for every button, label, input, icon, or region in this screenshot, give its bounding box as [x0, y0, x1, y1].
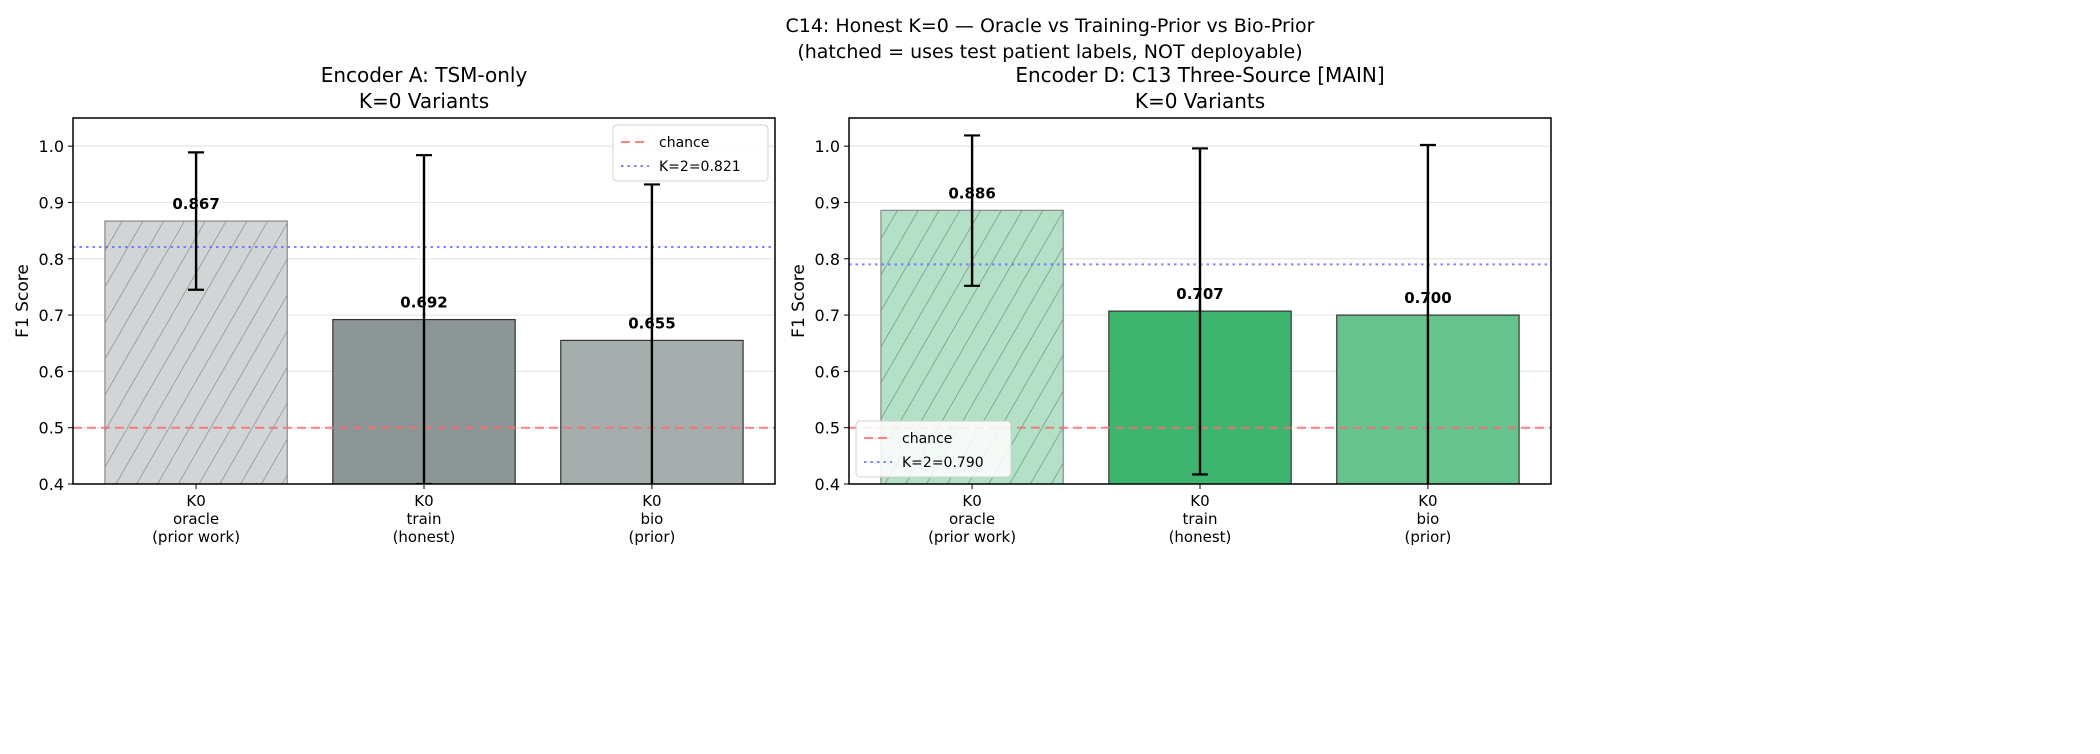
y-tick-label: 0.5 — [39, 419, 64, 438]
x-tick-label: K0 — [642, 492, 661, 510]
plot-area — [849, 134, 1551, 484]
value-label: 0.655 — [628, 314, 675, 332]
y-tick-label: 0.5 — [815, 419, 840, 438]
panel-title-line1: Encoder A: TSM-only — [321, 63, 528, 87]
x-tick-label: K0 — [1418, 492, 1437, 510]
plot-area — [73, 145, 775, 484]
x-tick-label: bio — [640, 510, 663, 528]
y-axis-label: F1 Score — [789, 264, 809, 338]
x-tick-label: (honest) — [1169, 528, 1232, 546]
value-label: 0.867 — [172, 195, 219, 213]
chart-panel-2: Encoder D: C13 Three-Source [MAIN]K=0 Va… — [789, 63, 1552, 546]
suptitle-line2: (hatched = uses test patient labels, NOT… — [797, 41, 1302, 63]
value-label: 0.700 — [1404, 289, 1451, 307]
y-tick-label: 1.0 — [39, 137, 64, 156]
panel-title-line1: Encoder D: C13 Three-Source [MAIN] — [1015, 63, 1384, 87]
value-label: 0.886 — [948, 184, 995, 202]
y-tick-label: 1.0 — [815, 137, 840, 156]
x-tick-label: (prior work) — [928, 528, 1016, 546]
y-axis-label: F1 Score — [13, 264, 33, 338]
x-tick-label: oracle — [173, 510, 219, 528]
legend-label: chance — [902, 431, 952, 447]
legend-label: chance — [659, 135, 709, 151]
y-tick-label: 0.4 — [815, 475, 840, 494]
x-tick-label: train — [407, 510, 442, 528]
suptitle-line1: C14: Honest K=0 — Oracle vs Training-Pri… — [785, 15, 1314, 37]
axes-frame — [72, 117, 776, 485]
value-label: 0.707 — [1176, 285, 1223, 303]
value-label: 0.692 — [400, 294, 447, 312]
legend-label: K=2=0.790 — [902, 455, 984, 471]
y-tick-label: 0.6 — [39, 362, 64, 381]
y-tick-label: 0.4 — [39, 475, 64, 494]
y-tick-label: 0.8 — [815, 250, 840, 269]
y-tick-label: 0.6 — [815, 362, 840, 381]
axes-frame — [848, 117, 1552, 485]
x-tick-label: K0 — [1190, 492, 1209, 510]
y-tick-label: 0.7 — [815, 306, 840, 325]
panel-title-line2: K=0 Variants — [359, 89, 489, 113]
y-tick-label: 0.9 — [39, 193, 64, 212]
y-tick-label: 0.7 — [39, 306, 64, 325]
panel-title-line2: K=0 Variants — [1135, 89, 1265, 113]
x-tick-label: K0 — [414, 492, 433, 510]
x-tick-label: (honest) — [393, 528, 456, 546]
x-tick-label: (prior) — [1404, 528, 1451, 546]
legend: chance K=2=0.821 — [612, 124, 769, 182]
x-tick-label: train — [1183, 510, 1218, 528]
legend-box — [612, 124, 769, 182]
y-tick-label: 0.8 — [39, 250, 64, 269]
x-tick-label: (prior work) — [152, 528, 240, 546]
x-tick-label: (prior) — [628, 528, 675, 546]
legend-label: K=2=0.821 — [659, 159, 741, 175]
x-tick-label: oracle — [949, 510, 995, 528]
x-tick-label: K0 — [186, 492, 205, 510]
legend-box — [855, 420, 1012, 478]
x-tick-label: K0 — [962, 492, 981, 510]
x-tick-label: bio — [1416, 510, 1439, 528]
y-tick-label: 0.9 — [815, 193, 840, 212]
legend: chance K=2=0.790 — [855, 420, 1012, 478]
